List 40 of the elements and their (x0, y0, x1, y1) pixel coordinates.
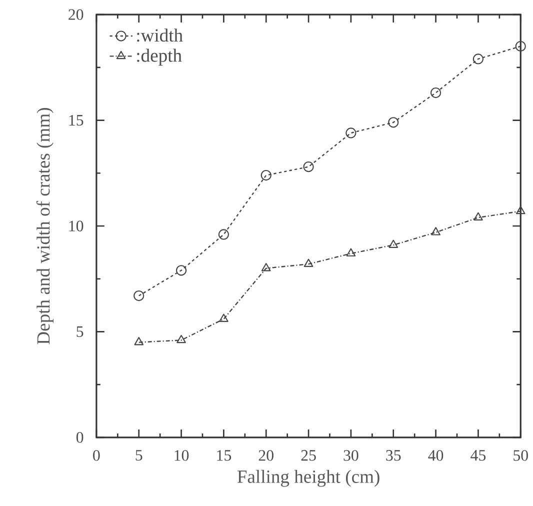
point (515, 40, 526, 52)
point (472, 54, 484, 64)
point (134, 290, 144, 302)
x-axis-title: Falling height (cm) (237, 470, 380, 487)
y-tick-label: 0 (76, 432, 84, 443)
y-tick-label: 15 (69, 114, 84, 126)
y-tick-label: 20 (68, 9, 84, 20)
point (388, 240, 398, 248)
legend-label: :width (137, 28, 183, 42)
x-tick-label: 5 (136, 450, 142, 461)
x-tick-label: 30 (344, 450, 358, 461)
legend-label: :depth (137, 48, 182, 66)
point (176, 334, 186, 344)
point (304, 258, 314, 267)
point (346, 248, 356, 256)
point (260, 170, 272, 181)
point (516, 206, 526, 214)
x-tick-label: 35 (386, 450, 401, 461)
x-tick-label: 0 (93, 450, 100, 461)
y-tick-label: 5 (76, 326, 84, 337)
point (176, 265, 187, 276)
point (218, 229, 229, 240)
x-tick-label: 50 (514, 450, 528, 461)
point (474, 212, 483, 220)
point (430, 87, 442, 98)
x-tick-label: 25 (301, 450, 316, 461)
x-tick-label: 20 (258, 450, 274, 461)
point (134, 336, 144, 346)
y-tick-label: 10 (69, 220, 84, 232)
x-tick-label: 40 (428, 450, 444, 461)
point (388, 117, 399, 128)
point (346, 128, 356, 138)
x-tick-label: 45 (470, 450, 486, 461)
x-tick-label: 15 (217, 450, 232, 461)
y-axis-title: Depth and width of crates (mm) (36, 108, 54, 344)
point (261, 262, 271, 272)
point (303, 161, 314, 172)
point (219, 314, 228, 322)
point (431, 227, 440, 236)
x-tick-label: 10 (174, 450, 189, 461)
